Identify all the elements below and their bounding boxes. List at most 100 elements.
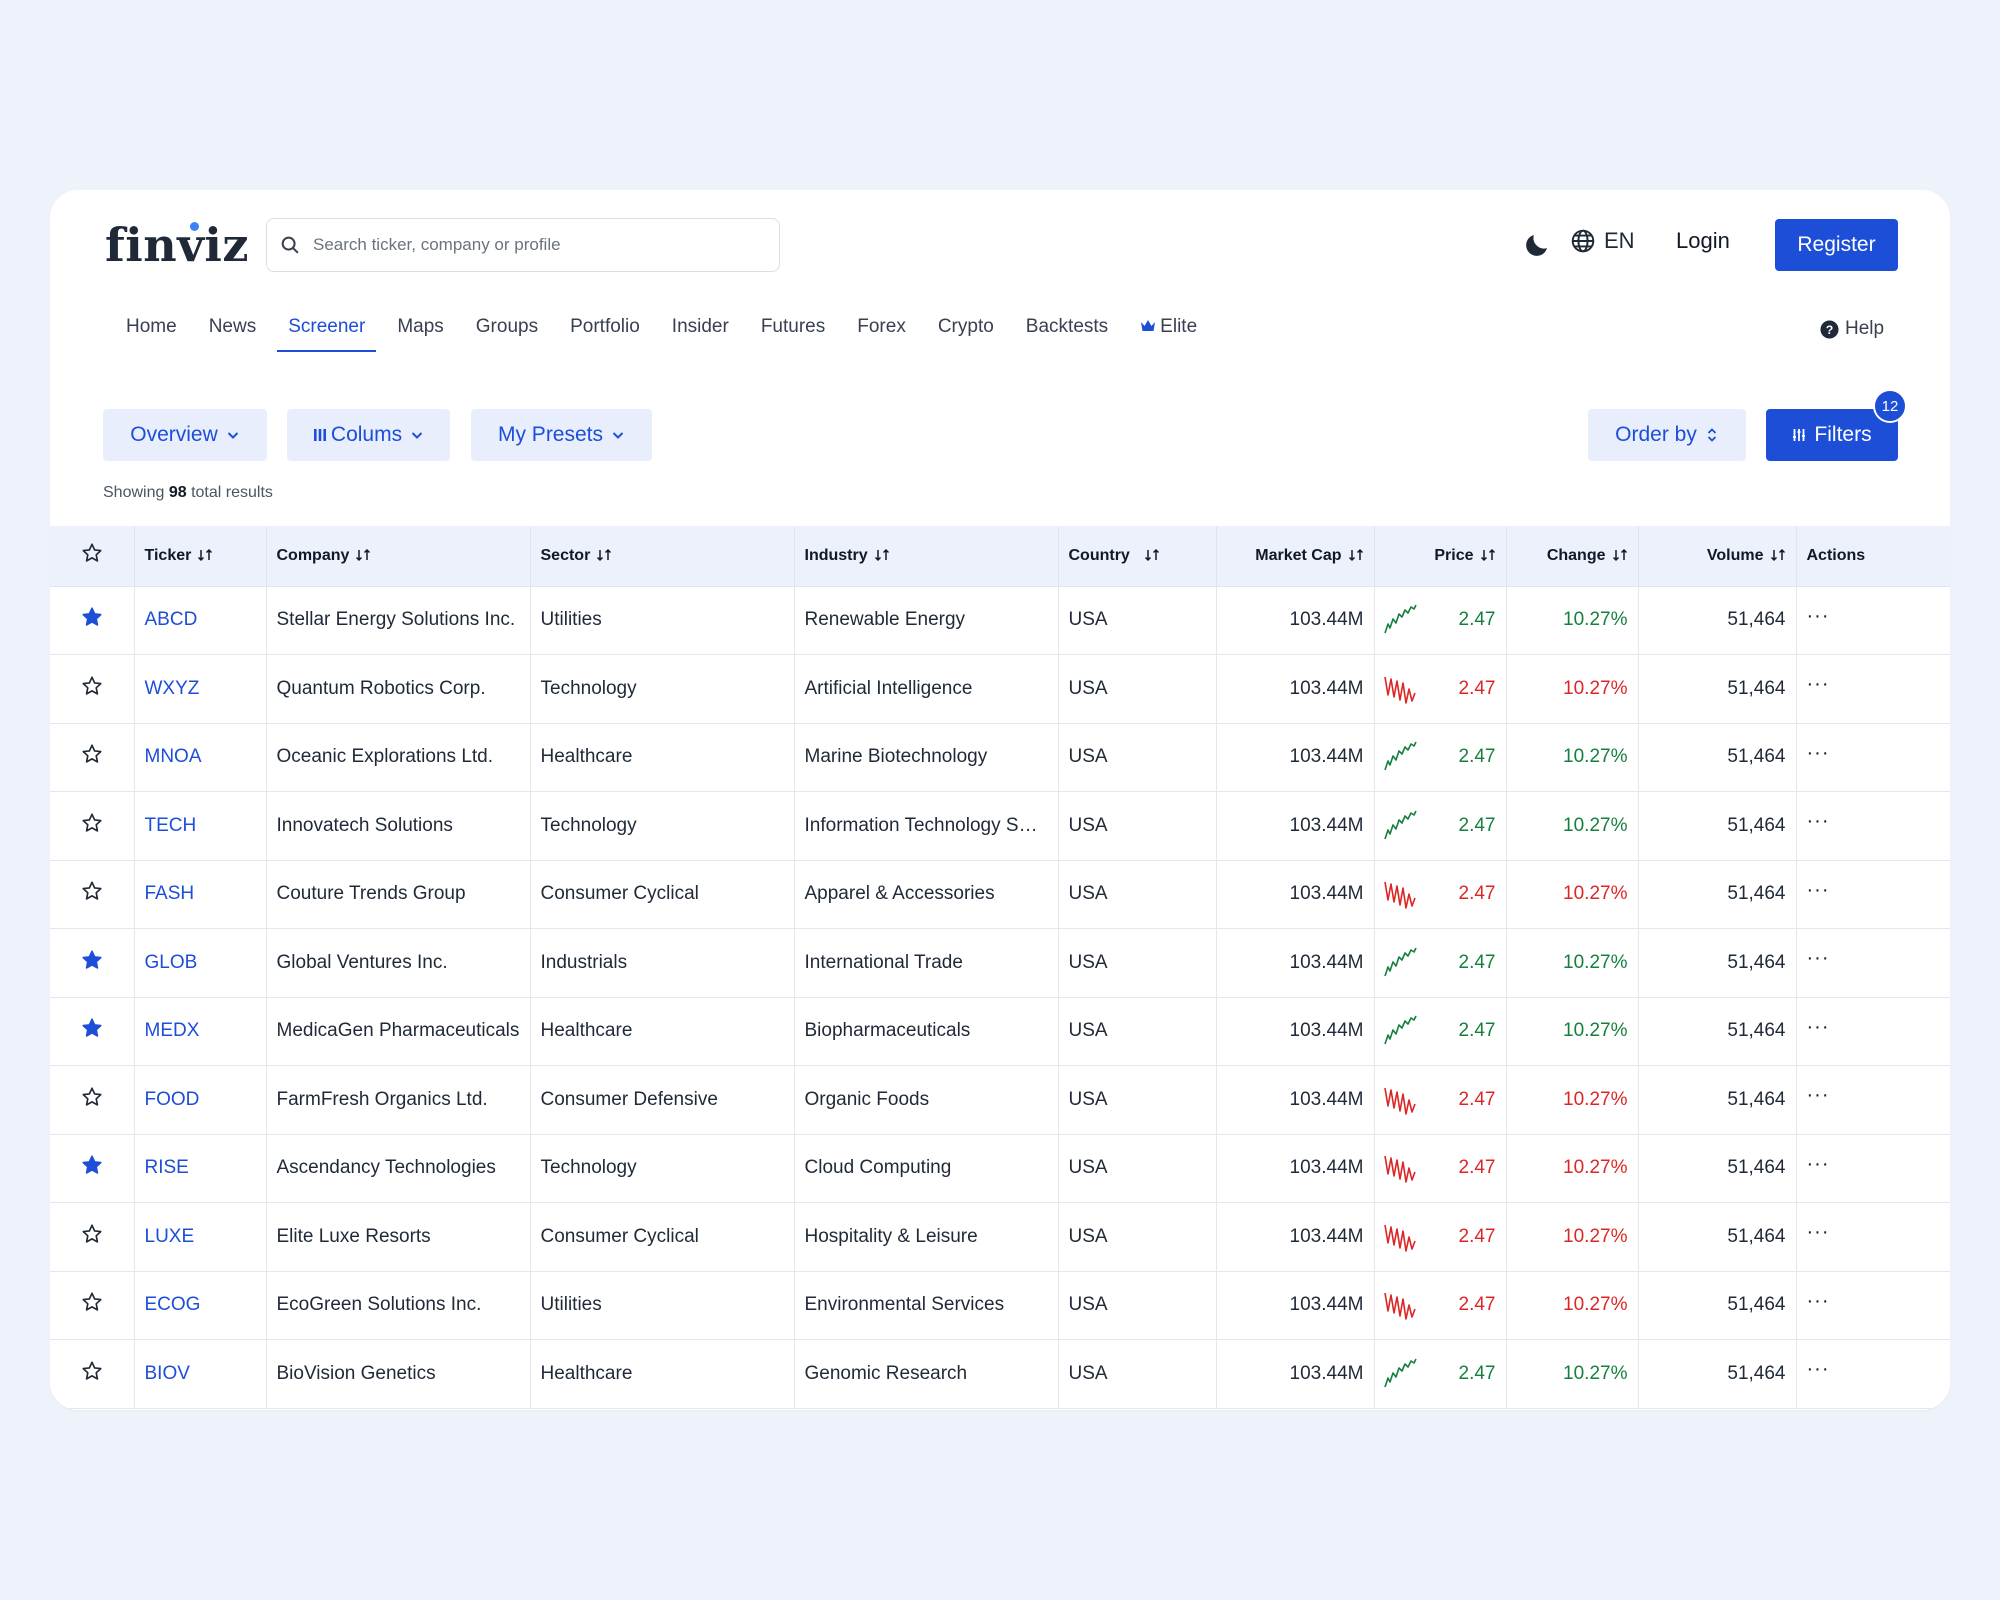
sector-cell: Technology (530, 791, 795, 861)
header-market-cap[interactable]: Market Cap (1216, 526, 1375, 587)
table-row[interactable]: LUXE Elite Luxe Resorts Consumer Cyclical H… (50, 1202, 1950, 1272)
star-filled-icon[interactable] (81, 1154, 103, 1176)
star-outline-icon[interactable] (81, 880, 103, 902)
star-cell[interactable] (50, 1202, 135, 1272)
star-cell[interactable] (50, 928, 135, 998)
star-cell[interactable] (50, 791, 135, 861)
header-price[interactable]: Price (1374, 526, 1507, 587)
more-actions-icon[interactable]: ··· (1806, 1084, 1830, 1107)
ticker-link[interactable]: ECOG (134, 1271, 267, 1340)
nav-home[interactable]: Home (126, 316, 177, 337)
star-outline-icon[interactable] (81, 675, 103, 697)
nav-insider[interactable]: Insider (671, 316, 729, 337)
header-country[interactable]: Country (1058, 526, 1217, 587)
industry-cell: Information Technology Services (794, 791, 1059, 861)
nav-portfolio[interactable]: Portfolio (570, 316, 640, 337)
table-row[interactable]: MNOA Oceanic Explorations Ltd. Healthcare M… (50, 723, 1950, 792)
ticker-link[interactable]: GLOB (134, 928, 267, 998)
star-cell[interactable] (50, 723, 135, 792)
header-sector[interactable]: Sector (530, 526, 795, 587)
header-star[interactable] (50, 526, 135, 587)
more-actions-icon[interactable]: ··· (1806, 947, 1830, 970)
market-cap-cell: 103.44M (1216, 1134, 1375, 1203)
order-by-button[interactable]: Order by (1588, 409, 1746, 461)
more-actions-icon[interactable]: ··· (1806, 1152, 1830, 1175)
help-link[interactable]: ? Help (1820, 318, 1884, 340)
columns-dropdown[interactable]: Colums (287, 409, 450, 461)
table-row[interactable]: FASH Couture Trends Group Consumer Cyclica… (50, 860, 1950, 929)
more-actions-icon[interactable]: ··· (1806, 604, 1830, 627)
star-cell[interactable] (50, 1339, 135, 1409)
header-ticker[interactable]: Ticker (134, 526, 267, 587)
search-box[interactable] (266, 218, 780, 272)
more-actions-icon[interactable]: ··· (1806, 1015, 1830, 1038)
presets-dropdown[interactable]: My Presets (471, 409, 652, 461)
nav-futures[interactable]: Futures (760, 316, 826, 337)
login-link[interactable]: Login (1676, 228, 1730, 253)
header-change[interactable]: Change (1506, 526, 1639, 587)
star-outline-icon[interactable] (81, 1223, 103, 1245)
nav-forex[interactable]: Forex (857, 316, 906, 337)
nav-news[interactable]: News (208, 316, 257, 337)
ticker-link[interactable]: ABCD (134, 586, 267, 655)
star-outline-icon[interactable] (81, 1086, 103, 1108)
star-cell[interactable] (50, 997, 135, 1066)
nav-backtests[interactable]: Backtests (1025, 316, 1109, 337)
more-actions-icon[interactable]: ··· (1806, 673, 1830, 696)
filters-button[interactable]: Filters (1766, 409, 1898, 461)
language-selector[interactable]: EN (1570, 228, 1635, 254)
star-outline-icon[interactable] (81, 1291, 103, 1313)
ticker-link[interactable]: RISE (134, 1134, 267, 1203)
header-company[interactable]: Company (266, 526, 531, 587)
header-industry[interactable]: Industry (794, 526, 1059, 587)
star-filled-icon[interactable] (81, 1017, 103, 1039)
star-cell[interactable] (50, 860, 135, 929)
ticker-link[interactable]: FOOD (134, 1065, 267, 1135)
ticker-link[interactable]: MNOA (134, 723, 267, 792)
register-button[interactable]: Register (1775, 219, 1898, 271)
star-outline-icon[interactable] (81, 812, 103, 834)
nav-screener[interactable]: Screener (277, 302, 377, 352)
header-volume[interactable]: Volume (1638, 526, 1797, 587)
star-cell[interactable] (50, 586, 135, 655)
table-row[interactable]: ABCD Stellar Energy Solutions Inc. Utiliti… (50, 586, 1950, 655)
star-cell[interactable] (50, 654, 135, 724)
ticker-link[interactable]: BIOV (134, 1339, 267, 1409)
star-filled-icon[interactable] (81, 949, 103, 971)
search-input[interactable] (313, 235, 753, 255)
table-row[interactable]: GLOB Global Ventures Inc. Industrials Inter… (50, 928, 1950, 998)
more-actions-icon[interactable]: ··· (1806, 1358, 1830, 1381)
sector-cell: Healthcare (530, 997, 795, 1066)
ticker-link[interactable]: TECH (134, 791, 267, 861)
ticker-link[interactable]: WXYZ (134, 654, 267, 724)
table-row[interactable]: RISE Ascendancy Technologies Technology Clo… (50, 1134, 1950, 1203)
nav-maps[interactable]: Maps (397, 316, 444, 337)
more-actions-icon[interactable]: ··· (1806, 1221, 1830, 1244)
star-filled-icon[interactable] (81, 606, 103, 628)
more-actions-icon[interactable]: ··· (1806, 741, 1830, 764)
logo[interactable]: finviz (105, 218, 249, 272)
table-row[interactable]: ECOG EcoGreen Solutions Inc. Utilities Envi… (50, 1271, 1950, 1340)
dark-mode-moon-icon[interactable] (1522, 230, 1552, 260)
overview-dropdown[interactable]: Overview (103, 409, 267, 461)
table-row[interactable]: WXYZ Quantum Robotics Corp. Technology Arti… (50, 654, 1950, 724)
nav-elite[interactable]: Elite (1129, 302, 1208, 352)
more-actions-icon[interactable]: ··· (1806, 1289, 1830, 1312)
more-actions-icon[interactable]: ··· (1806, 878, 1830, 901)
star-cell[interactable] (50, 1065, 135, 1135)
nav-crypto[interactable]: Crypto (937, 316, 994, 337)
ticker-link[interactable]: LUXE (134, 1202, 267, 1272)
ticker-link[interactable]: FASH (134, 860, 267, 929)
star-cell[interactable] (50, 1134, 135, 1203)
more-actions-icon[interactable]: ··· (1806, 810, 1830, 833)
star-outline-icon[interactable] (81, 1360, 103, 1382)
nav-groups[interactable]: Groups (475, 316, 539, 337)
ticker-link[interactable]: MEDX (134, 997, 267, 1066)
table-row[interactable]: TECH Innovatech Solutions Technology Inform… (50, 791, 1950, 861)
table-row[interactable]: FOOD FarmFresh Organics Ltd. Consumer Defe… (50, 1065, 1950, 1135)
table-row[interactable]: BIOV BioVision Genetics Healthcare Genomic … (50, 1339, 1950, 1409)
table-row[interactable]: MEDX MedicaGen Pharmaceuticals Healthcare B… (50, 997, 1950, 1066)
star-cell[interactable] (50, 1271, 135, 1340)
star-outline-icon[interactable] (81, 743, 103, 765)
sparkline-down-icon (1383, 676, 1416, 704)
